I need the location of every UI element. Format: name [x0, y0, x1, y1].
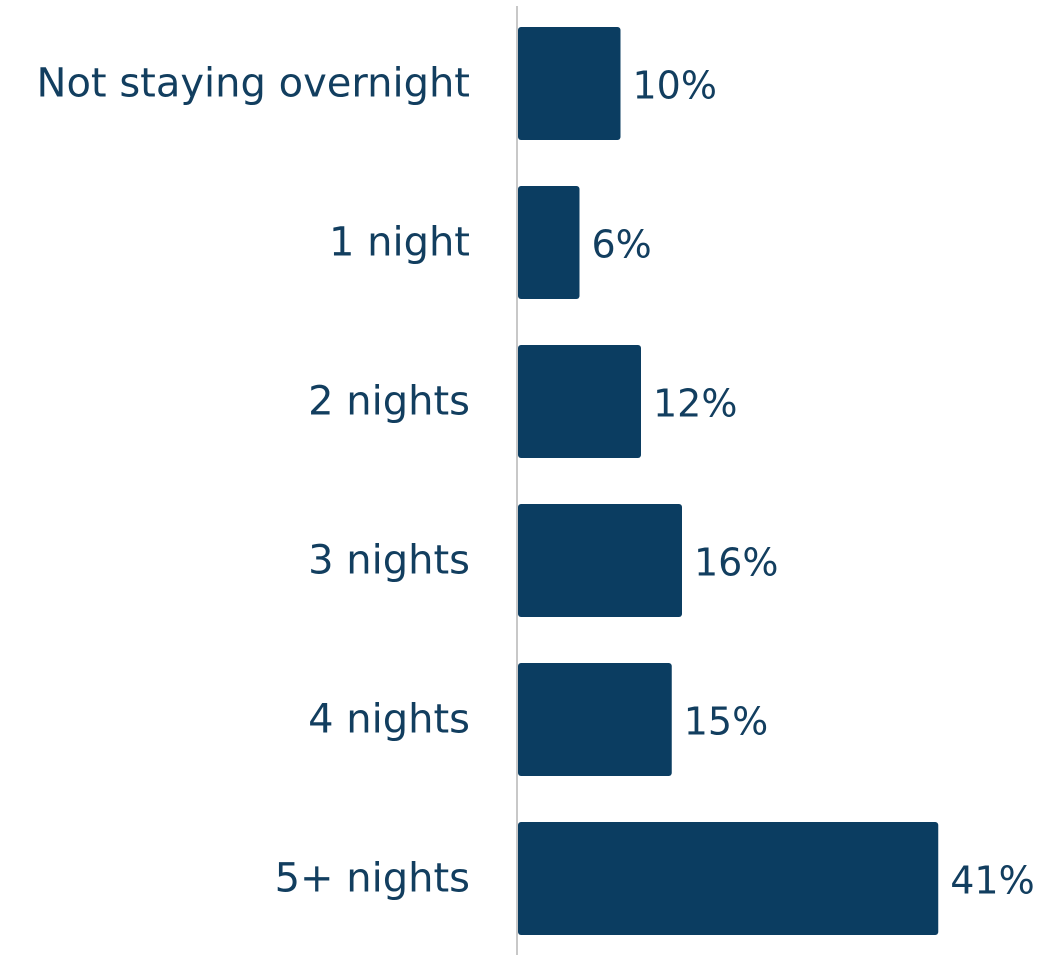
value-label-4: 16% — [694, 541, 778, 585]
value-labels: 10% 6% 12% 16% 15% 41% — [592, 64, 1035, 903]
bar-2 — [518, 186, 580, 299]
bars-group — [518, 27, 939, 935]
category-label-4: 3 nights — [308, 538, 470, 584]
category-label-1: Not staying overnight — [37, 61, 470, 107]
category-label-6: 5+ nights — [275, 856, 470, 902]
bar-1 — [518, 27, 621, 140]
category-label-2: 1 night — [329, 220, 470, 266]
category-label-5: 4 nights — [308, 697, 470, 743]
value-label-2: 6% — [592, 223, 652, 267]
value-label-1: 10% — [633, 64, 717, 108]
value-label-5: 15% — [684, 700, 768, 744]
bar-3 — [518, 345, 641, 458]
value-label-6: 41% — [950, 859, 1034, 903]
bar-6 — [518, 822, 939, 935]
category-labels: Not staying overnight 1 night 2 nights 3 ni… — [37, 61, 470, 902]
category-label-3: 2 nights — [308, 379, 470, 425]
bar-5 — [518, 663, 672, 776]
value-label-3: 12% — [653, 382, 737, 426]
bar-4 — [518, 504, 682, 617]
